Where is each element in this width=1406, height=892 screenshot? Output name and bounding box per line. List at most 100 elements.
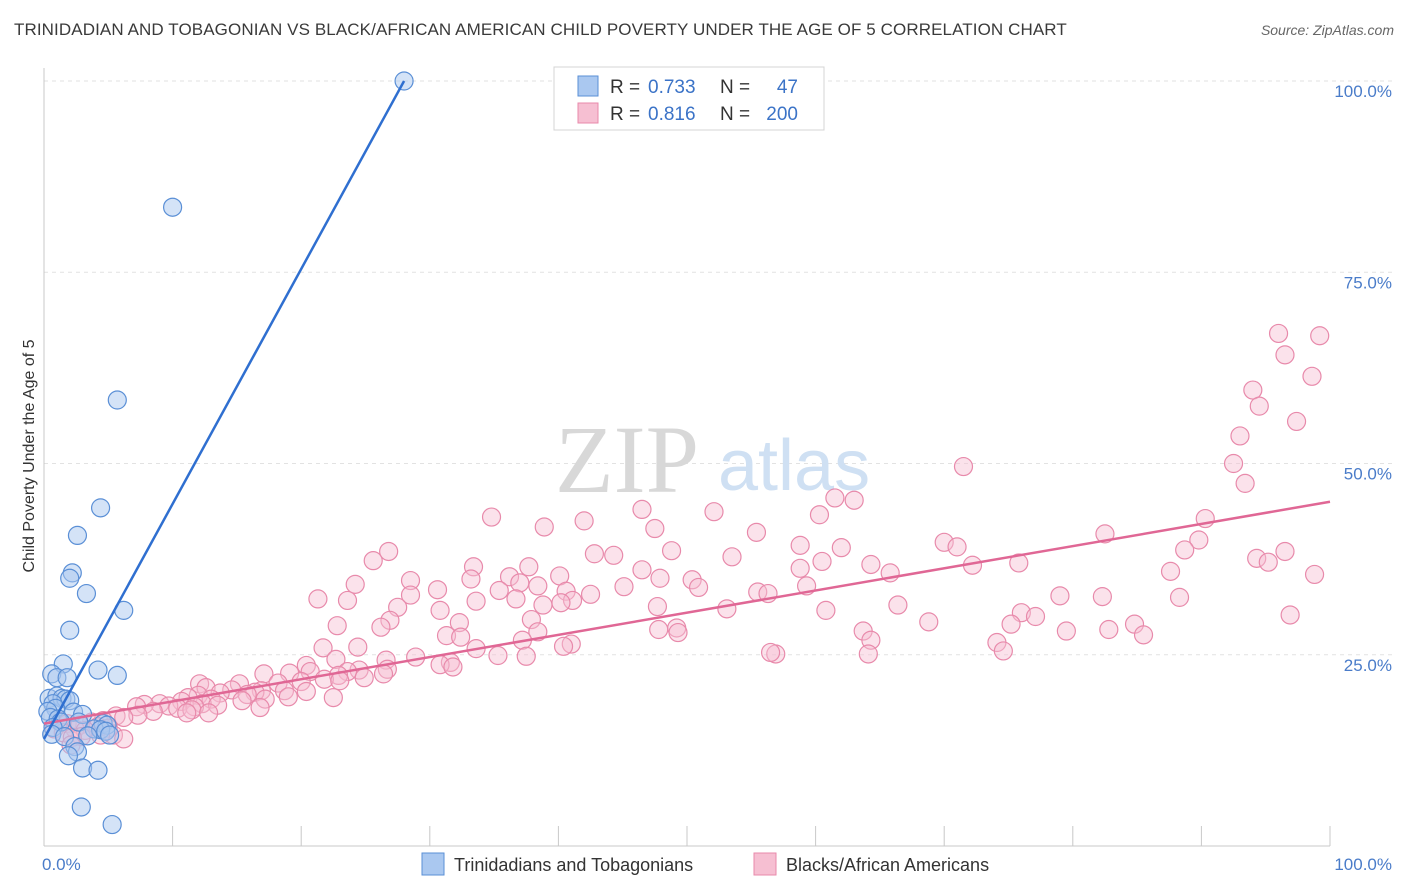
point-blacks-67 <box>400 585 421 605</box>
chart-title: TRINIDADIAN AND TOBAGONIAN VS BLACK/AFRI… <box>14 20 1067 39</box>
point-blacks-115 <box>760 642 781 663</box>
point-trinidadians-4 <box>67 525 88 546</box>
point-trinidadians-37 <box>99 725 120 745</box>
point-blacks-21 <box>746 522 767 542</box>
point-blacks-79 <box>647 596 668 617</box>
source-label: Source: ZipAtlas.com <box>1260 22 1394 38</box>
point-trinidadians-42 <box>58 746 79 766</box>
point-blacks-2 <box>1275 345 1295 365</box>
stats-n-label-2: N = <box>720 104 750 125</box>
point-blacks-89 <box>449 613 469 633</box>
point-blacks-66 <box>580 584 601 604</box>
point-blacks-33 <box>604 545 624 565</box>
point-blacks-15 <box>632 499 652 519</box>
point-blacks-58 <box>528 576 548 596</box>
point-blacks-53 <box>682 570 702 590</box>
point-blacks-3 <box>1302 366 1322 386</box>
point-blacks-7 <box>1230 426 1250 446</box>
point-blacks-150 <box>278 687 298 707</box>
point-blacks-50 <box>499 567 520 587</box>
point-blacks-100 <box>528 622 548 642</box>
point-blacks-104 <box>451 627 471 647</box>
trend-lines <box>42 80 1331 740</box>
legend-swatch-trinidadians <box>421 852 445 876</box>
legend-label-blacks: Blacks/African Americans <box>786 855 989 875</box>
stats-n-value-1: 47 <box>777 77 798 98</box>
series-legend: Trinidadians and Tobagonians Blacks/Afri… <box>421 852 989 876</box>
point-blacks-42 <box>519 557 539 577</box>
point-blacks-96 <box>649 619 669 640</box>
point-blacks-55 <box>510 573 530 593</box>
stats-r-label-2: R = <box>610 104 640 125</box>
point-blacks-103 <box>436 626 457 646</box>
point-blacks-117 <box>488 645 508 666</box>
point-blacks-60 <box>688 577 709 598</box>
legend-swatch-blacks <box>753 852 777 876</box>
point-blacks-74 <box>337 590 358 611</box>
point-blacks-169 <box>199 703 219 723</box>
series-trinidadians-points <box>38 71 414 835</box>
point-blacks-168 <box>177 703 197 723</box>
point-blacks-45 <box>632 560 652 580</box>
point-blacks-24 <box>934 532 954 552</box>
stats-legend-swatch-blacks <box>577 102 599 124</box>
point-blacks-76 <box>551 593 571 613</box>
point-blacks-44 <box>790 558 810 578</box>
point-blacks-116 <box>858 644 878 664</box>
x-tick-label-max: 100.0% <box>1334 855 1392 874</box>
point-blacks-70 <box>1169 587 1190 607</box>
point-blacks-13 <box>704 502 724 522</box>
stats-legend: R = 0.733 N = 47 R = 0.816 N = 200 <box>553 66 825 131</box>
trend-line-blacks <box>43 500 1331 725</box>
point-blacks-97 <box>1099 619 1119 640</box>
point-trinidadians-9 <box>60 620 80 640</box>
point-blacks-86 <box>1025 606 1046 627</box>
y-tick-label-75: 75.0% <box>1344 273 1392 292</box>
point-blacks-75 <box>466 591 486 611</box>
point-blacks-90 <box>919 612 939 632</box>
point-trinidadians-45 <box>71 797 91 817</box>
point-blacks-155 <box>232 691 252 711</box>
point-blacks-39 <box>1009 553 1029 573</box>
point-blacks-30 <box>1275 541 1295 562</box>
point-trinidadians-1 <box>163 197 183 217</box>
point-blacks-78 <box>888 595 908 615</box>
point-blacks-72 <box>562 590 583 611</box>
point-blacks-22 <box>1095 524 1115 544</box>
point-blacks-56 <box>345 574 365 594</box>
point-blacks-11 <box>825 488 845 508</box>
point-blacks-28 <box>1175 540 1195 560</box>
point-blacks-31 <box>379 541 399 562</box>
point-blacks-35 <box>1247 548 1267 568</box>
trend-line-trinidadians <box>42 80 406 740</box>
point-blacks-87 <box>521 609 541 630</box>
y-tick-labels: 25.0% 50.0% 75.0% 100.0% <box>1334 82 1392 675</box>
point-blacks-43 <box>463 557 484 577</box>
point-blacks-38 <box>1258 552 1278 572</box>
point-blacks-82 <box>430 600 450 620</box>
point-blacks-71 <box>506 589 526 609</box>
point-blacks-93 <box>327 616 347 636</box>
point-trinidadians-6 <box>60 568 80 588</box>
point-blacks-113 <box>993 641 1013 661</box>
point-blacks-19 <box>534 517 554 537</box>
point-trinidadians-11 <box>88 660 108 680</box>
point-blacks-23 <box>1189 530 1209 550</box>
point-blacks-77 <box>533 595 553 615</box>
point-blacks-52 <box>461 569 481 589</box>
watermark-atlas: atlas <box>718 426 870 506</box>
point-blacks-36 <box>363 551 383 571</box>
point-blacks-91 <box>1001 614 1021 634</box>
point-blacks-37 <box>812 551 832 572</box>
point-trinidadians-44 <box>88 760 108 780</box>
point-blacks-108 <box>561 634 581 654</box>
grid-lines <box>44 80 1392 656</box>
point-blacks-0 <box>1268 323 1289 344</box>
point-blacks-119 <box>406 647 426 667</box>
point-blacks-110 <box>348 637 368 657</box>
point-blacks-54 <box>400 570 421 591</box>
point-blacks-120 <box>326 649 346 669</box>
y-tick-label-100: 100.0% <box>1334 82 1392 101</box>
point-blacks-34 <box>722 547 742 567</box>
